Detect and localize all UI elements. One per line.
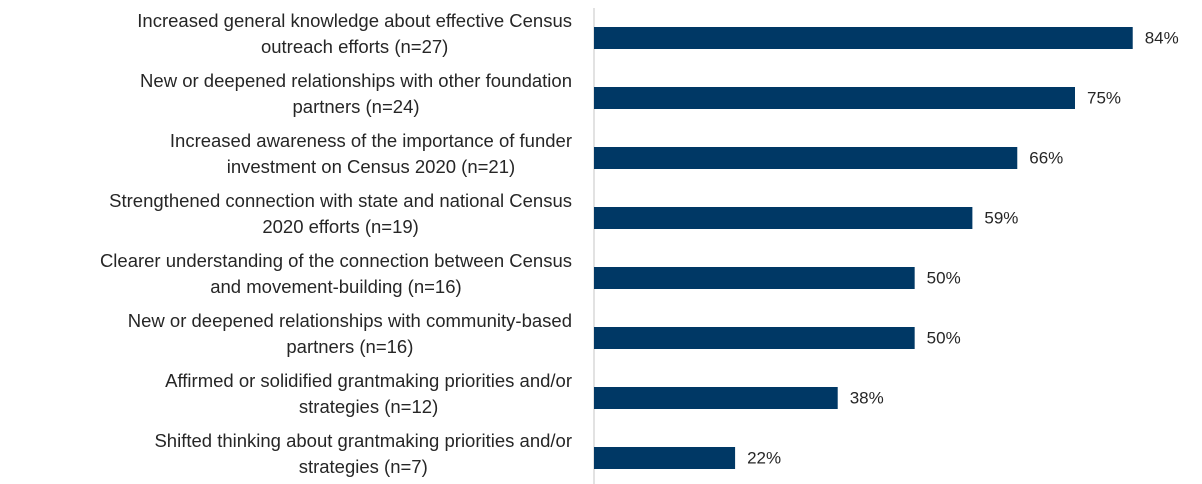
category-label: Affirmed or solidified grantmaking prior…: [165, 370, 572, 391]
bar: [594, 147, 1018, 169]
category-label: strategies (n=12): [299, 396, 438, 417]
category-label: Increased awareness of the importance of…: [170, 130, 572, 151]
bar: [594, 387, 838, 409]
bar: [594, 447, 736, 469]
bar: [594, 207, 973, 229]
value-label: 66%: [1029, 148, 1063, 167]
value-label: 84%: [1145, 28, 1179, 47]
value-label: 59%: [984, 208, 1018, 227]
value-label: 50%: [927, 328, 961, 347]
value-label: 50%: [927, 268, 961, 287]
value-label: 75%: [1087, 88, 1121, 107]
bar: [594, 27, 1133, 49]
value-label: 38%: [850, 388, 884, 407]
category-label: strategies (n=7): [299, 456, 428, 477]
bar: [594, 327, 915, 349]
category-label: New or deepened relationships with other…: [140, 70, 572, 91]
category-label: Strengthened connection with state and n…: [109, 190, 572, 211]
category-label: and movement-building (n=16): [210, 276, 461, 297]
category-label: Increased general knowledge about effect…: [137, 10, 572, 31]
category-label: Shifted thinking about grantmaking prior…: [154, 430, 572, 451]
value-label: 22%: [747, 448, 781, 467]
category-label: outreach efforts (n=27): [261, 36, 448, 57]
category-label: New or deepened relationships with commu…: [128, 310, 572, 331]
category-label: Clearer understanding of the connection …: [100, 250, 572, 271]
bar: [594, 87, 1075, 109]
category-label: investment on Census 2020 (n=21): [227, 156, 515, 177]
category-label: partners (n=24): [293, 96, 420, 117]
category-label: partners (n=16): [286, 336, 413, 357]
category-label: 2020 efforts (n=19): [262, 216, 419, 237]
bar: [594, 267, 915, 289]
